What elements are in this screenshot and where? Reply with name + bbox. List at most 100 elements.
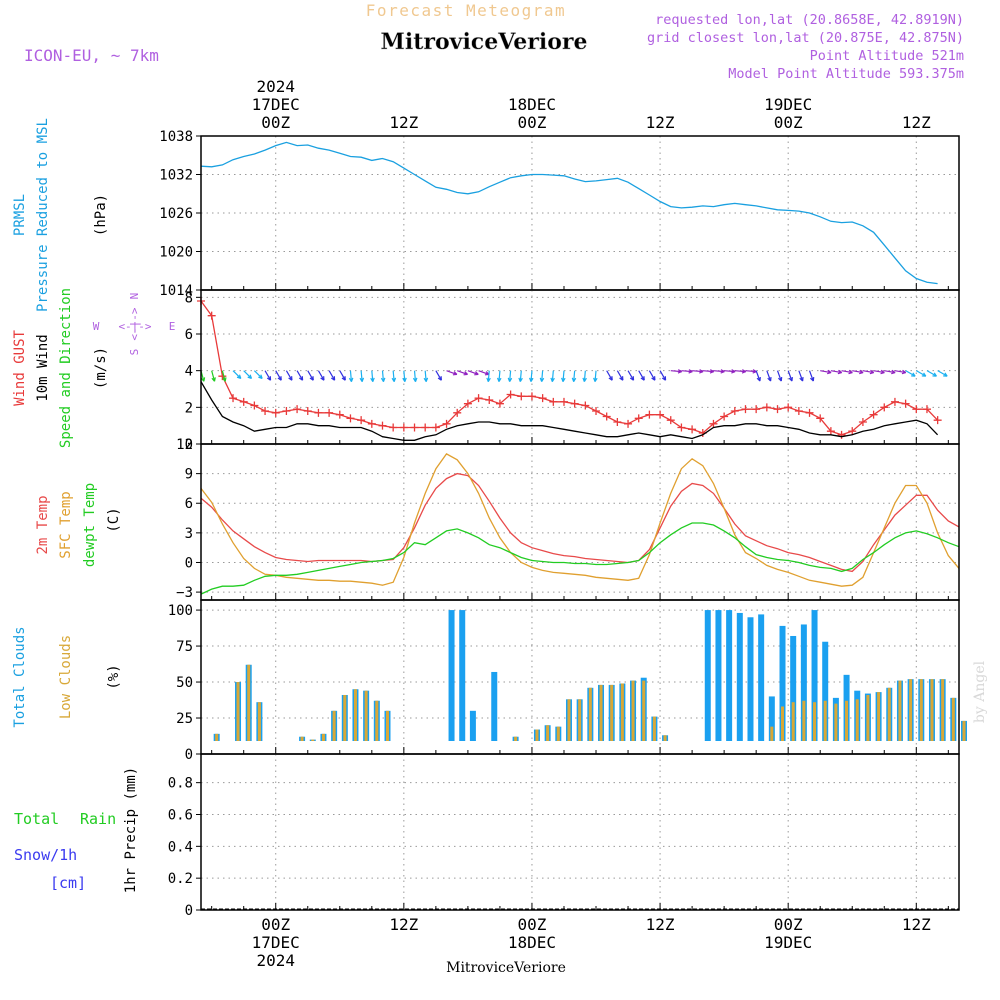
wind-arrow	[894, 370, 906, 374]
total-cloud-bar	[800, 624, 807, 741]
wind-arrowhead	[452, 371, 458, 376]
low-cloud-bar	[791, 702, 795, 741]
wind-ytick-label: 2	[185, 400, 193, 416]
wind-arrowhead	[709, 369, 715, 374]
wind-arrowhead	[380, 377, 386, 382]
pressure-ytick-label: 1020	[159, 245, 193, 261]
wind-arrowhead	[222, 377, 227, 382]
gust-point	[794, 407, 803, 415]
cloud-unit: (%)	[106, 664, 122, 689]
wind-arrow	[328, 370, 336, 381]
low-cloud-bar	[332, 710, 336, 741]
wind-arrowhead	[651, 376, 656, 381]
t2m-line	[200, 472, 960, 573]
gust-point	[912, 405, 921, 414]
forecast-meteogram-label: Forecast Meteogram	[366, 1, 566, 20]
total-cloud-bar	[790, 635, 797, 741]
wind-arrow	[787, 370, 793, 382]
wind-arrow	[478, 370, 490, 375]
clouds-ytick-label: 100	[168, 603, 193, 619]
wind-arrowhead	[699, 369, 704, 374]
wind-arrowhead	[901, 369, 907, 375]
wind-arrow	[243, 370, 252, 379]
gust-point	[389, 423, 398, 432]
wind-arrowhead	[518, 377, 523, 382]
wind-unit: (m/s)	[93, 347, 109, 389]
gust-point	[581, 401, 590, 410]
total-cloud-bar	[469, 710, 476, 741]
wind-arrow	[253, 370, 263, 379]
wind-arrowhead	[582, 377, 587, 382]
wind-arrowhead	[258, 374, 263, 380]
low-cloud-bar	[652, 716, 656, 741]
time-axis-label: 00Z	[261, 915, 290, 934]
low-cloud-bar	[311, 739, 315, 741]
wind-arrowhead	[211, 377, 216, 382]
gust-point	[741, 405, 750, 414]
compass-horizontal: <-|->	[118, 320, 151, 333]
cloud-label-total: Total Clouds	[12, 626, 28, 727]
wind-arrow	[606, 370, 613, 381]
gust-point	[474, 394, 483, 403]
gust-point	[762, 403, 771, 412]
temp-label-2m: 2m Temp	[35, 495, 51, 554]
low-cloud-bar	[578, 699, 582, 741]
cloud-panel-labels: Total Clouds Low Clouds (%)	[12, 626, 122, 727]
gust-point	[709, 419, 718, 428]
wind-arrow	[659, 370, 667, 381]
wind-arrow	[808, 370, 814, 382]
wind-arrow	[820, 370, 832, 374]
wind-arrowhead	[330, 376, 336, 381]
low-cloud-bar	[919, 679, 923, 741]
gust-point	[613, 418, 622, 426]
precip-label-total: Total	[14, 810, 59, 828]
wind-arrowhead	[629, 376, 635, 381]
gust-point	[442, 419, 451, 428]
low-cloud-bar	[642, 680, 646, 741]
gust-point	[602, 412, 611, 421]
total-cloud-bar	[448, 610, 455, 741]
wind-arrowhead	[412, 377, 418, 382]
low-cloud-bar	[663, 735, 667, 741]
gust-point	[634, 414, 643, 423]
wind-arrow	[211, 370, 216, 382]
gust-point	[880, 403, 889, 412]
low-cloud-bar	[556, 726, 560, 741]
gust-point	[538, 394, 547, 403]
gust-point	[335, 410, 344, 419]
wind-arrow	[530, 370, 533, 382]
gust-point	[570, 399, 579, 408]
wind-arrowhead	[869, 369, 875, 375]
wind-arrow	[798, 370, 804, 382]
wind-arrowhead	[837, 369, 843, 375]
wind-arrow	[457, 370, 468, 375]
wind-arrowhead	[288, 376, 293, 381]
wind-arrowhead	[911, 372, 916, 377]
precip-ytick-label: 0.8	[168, 776, 193, 792]
wind-arrowhead	[827, 369, 832, 375]
gust-point	[261, 407, 270, 415]
wind-arrow	[371, 370, 374, 382]
gust-point	[229, 394, 238, 403]
precip-label-cm: [cm]	[50, 874, 86, 892]
temp-ytick-label: 3	[185, 526, 193, 542]
wind-arrow	[339, 370, 346, 381]
precip-panel-labels: Total Rain Snow/1h [cm] 1hr Precip (mm)	[14, 767, 139, 893]
wind-arrow	[692, 370, 704, 373]
gust-point	[463, 399, 472, 408]
wind-arrowhead	[593, 377, 598, 382]
precip-ytick-label: 0.4	[168, 839, 193, 855]
plot-panels: 1014102010261032103802468−30369120255075…	[159, 129, 967, 919]
low-cloud-bar	[620, 683, 624, 741]
wind-arrow	[403, 370, 406, 382]
low-cloud-bar	[951, 697, 955, 741]
precip-frame	[200, 753, 960, 911]
wind-arrow	[862, 370, 874, 374]
wind-arrow	[392, 370, 395, 382]
time-axis-label: 19DEC	[764, 95, 812, 114]
wind-arrow	[446, 370, 458, 375]
gust-point	[495, 399, 504, 408]
wind-arrow	[766, 370, 772, 382]
total-cloud-bar	[459, 610, 466, 741]
wind-arrow	[541, 370, 544, 382]
